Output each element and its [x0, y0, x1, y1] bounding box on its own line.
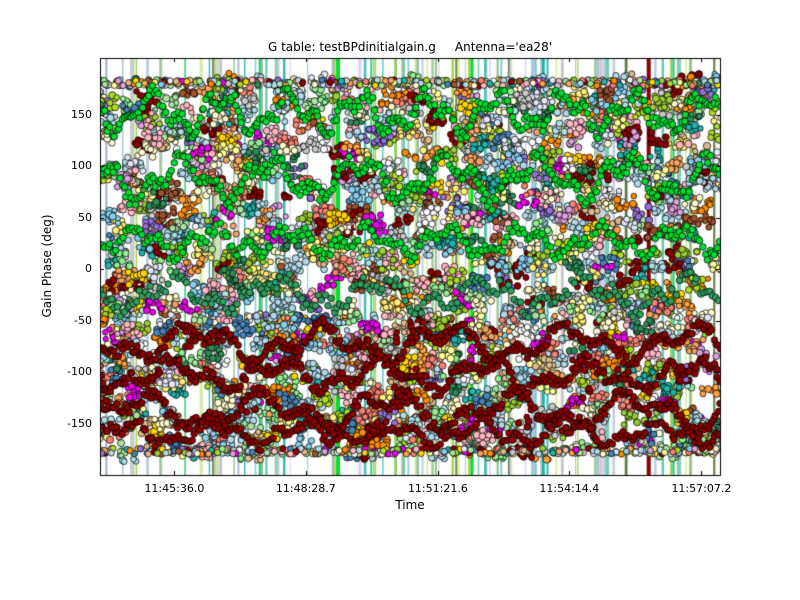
y-tick-label: 150: [71, 107, 92, 121]
y-tick-label: 0: [85, 262, 92, 276]
y-tick-label: -150: [67, 416, 92, 430]
y-tick-label: -100: [67, 365, 92, 379]
x-tick-label: 11:45:36.0: [144, 482, 205, 495]
x-tick-label: 11:57:07.2: [671, 482, 732, 495]
chart-title: G table: testBPdinitialgain.g Antenna='e…: [267, 40, 553, 54]
x-tick-label: 11:51:21.6: [407, 482, 468, 495]
y-tick-label: 100: [71, 159, 92, 173]
y-tick-label: -50: [74, 313, 92, 327]
y-tick-label: 50: [78, 210, 92, 224]
x-axis-label: Time: [395, 498, 425, 512]
x-tick-label: 11:48:28.7: [275, 482, 336, 495]
x-tick-label: 11:54:14.4: [539, 482, 600, 495]
